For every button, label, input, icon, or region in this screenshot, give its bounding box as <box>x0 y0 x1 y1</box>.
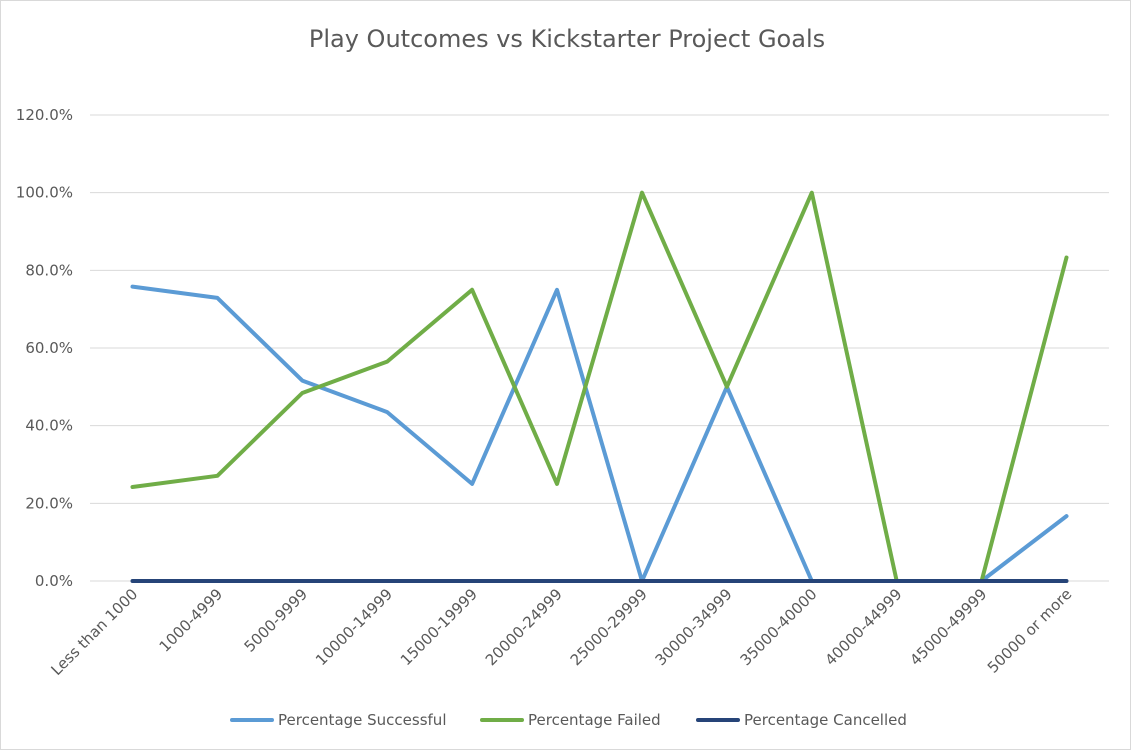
y-tick-label: 20.0% <box>25 494 73 512</box>
x-tick-label: 5000-9999 <box>241 585 312 656</box>
x-tick-label: 10000-14999 <box>312 585 396 669</box>
legend: Percentage Successful Percentage Failed Pe… <box>230 711 907 729</box>
y-tick-label: 60.0% <box>25 339 73 357</box>
y-tick-label: 80.0% <box>25 261 73 279</box>
y-axis-tick-labels: 0.0% 20.0% 40.0% 60.0% 80.0% 100.0% 120.0% <box>16 106 73 590</box>
y-tick-label: 0.0% <box>35 572 73 590</box>
gridlines <box>90 114 1109 504</box>
y-tick-label: 120.0% <box>16 106 73 124</box>
y-tick-label: 100.0% <box>16 184 73 202</box>
legend-label: Percentage Successful <box>278 711 447 729</box>
x-tick-label: 40000-44999 <box>821 585 905 669</box>
series-line-percentage-failed <box>130 190 1069 583</box>
legend-label: Percentage Cancelled <box>744 711 907 729</box>
x-tick-label: 50000 or more <box>984 585 1076 677</box>
x-tick-label: 45000-49999 <box>906 585 990 669</box>
chart-title: Play Outcomes vs Kickstarter Project Goa… <box>309 25 825 53</box>
x-tick-label: 15000-19999 <box>397 585 481 669</box>
series-line-percentage-successful <box>130 284 1069 583</box>
y-tick-label: 40.0% <box>25 417 73 435</box>
x-tick-label: Less than 1000 <box>47 585 141 679</box>
x-tick-label: 1000-4999 <box>156 585 227 656</box>
series-lines <box>130 190 1069 583</box>
x-axis-tick-labels: Less than 1000 1000-4999 5000-9999 10000-14… <box>47 585 1075 679</box>
x-tick-label: 20000-24999 <box>482 585 566 669</box>
x-tick-label: 30000-34999 <box>652 585 736 669</box>
x-tick-label: 25000-29999 <box>567 585 651 669</box>
legend-label: Percentage Failed <box>528 711 661 729</box>
x-tick-label: 35000-40000 <box>737 585 821 669</box>
